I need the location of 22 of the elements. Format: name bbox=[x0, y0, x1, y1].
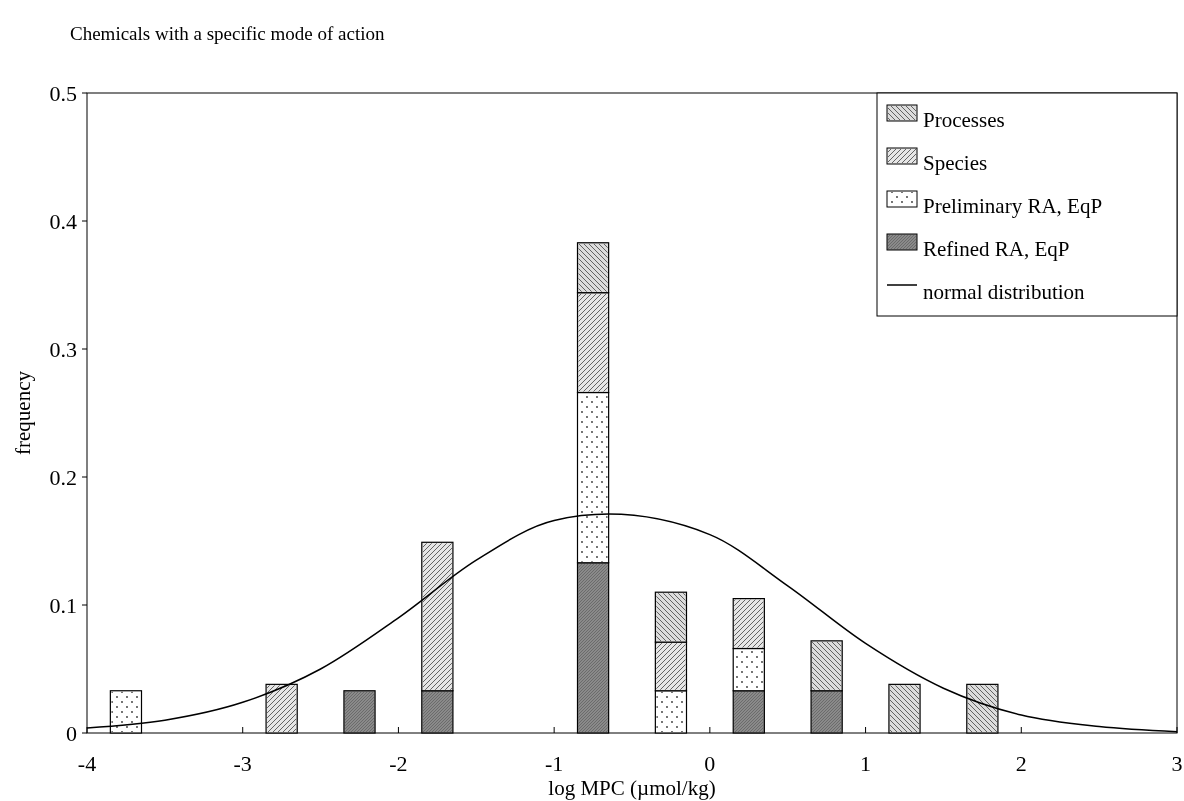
y-tick-label: 0.3 bbox=[49, 337, 77, 362]
x-tick-label: -4 bbox=[77, 751, 97, 776]
chart-title: Chemicals with a specific mode of action bbox=[70, 23, 385, 44]
y-axis-title: frequency bbox=[11, 370, 35, 455]
legend-label: normal distribution bbox=[923, 280, 1086, 304]
y-tick-label: 0 bbox=[66, 721, 77, 746]
legend-label: Refined RA, EqP bbox=[923, 237, 1070, 261]
x-tick-label: -3 bbox=[233, 751, 252, 776]
x-tick-label: -1 bbox=[544, 751, 564, 776]
y-tick-label: 0.1 bbox=[49, 593, 77, 618]
legend-label: Species bbox=[923, 151, 988, 175]
y-tick-label: 0.4 bbox=[49, 209, 77, 234]
y-tick-label: 0.5 bbox=[49, 81, 77, 106]
x-tick-label: 2 bbox=[1015, 751, 1027, 776]
x-axis-title: log MPC (µmol/kg) bbox=[548, 776, 716, 800]
x-tick-label: 0 bbox=[704, 751, 716, 776]
legend-label: Preliminary RA, EqP bbox=[923, 194, 1103, 218]
x-tick-label: 1 bbox=[860, 751, 872, 776]
x-tick-label: -2 bbox=[389, 751, 408, 776]
y-tick-label: 0.2 bbox=[49, 465, 77, 490]
x-tick-label: 3 bbox=[1171, 751, 1183, 776]
legend-label: Processes bbox=[923, 108, 1005, 132]
